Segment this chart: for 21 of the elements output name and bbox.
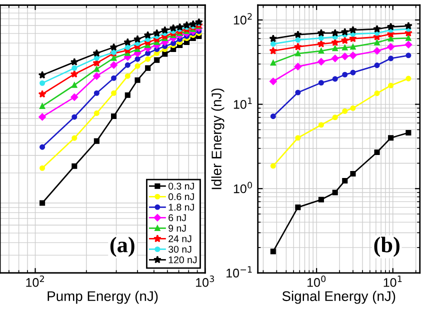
legend-label: 0.6 nJ (168, 193, 194, 200)
legend-label: 1.8 nJ (168, 204, 194, 211)
legend-label: 30 nJ (168, 246, 192, 253)
legend-label: 6 nJ (168, 214, 186, 222)
y-tick-label: 10$^{−1}$ (226, 266, 252, 278)
legend-label: 0.3 nJ (168, 182, 194, 190)
annotation: (a) (110, 236, 134, 257)
y-tick-label: 10$^{2}$ (234, 13, 252, 25)
legend-label: 24 nJ (168, 235, 192, 242)
y-tick-label: 10$^{1}$ (234, 98, 252, 109)
annotation: (b) (374, 236, 400, 257)
x-tick-label: 10$^{1}$ (384, 276, 402, 287)
legend-label: 9 nJ (168, 224, 186, 232)
x-tick-label: 10$^{2}$ (26, 276, 44, 287)
x-axis-title: Signal Energy (nJ) (282, 290, 396, 304)
legend-label: 120 nJ (168, 256, 197, 264)
x-tick-label: 10$^{3}$ (196, 276, 214, 287)
x-axis-title: Pump Energy (nJ) (48, 290, 158, 304)
y-tick-label: 10$^{0}$ (234, 182, 252, 194)
x-tick-label: 10$^{0}$ (308, 276, 326, 287)
y-axis-title: Idler Energy (nJ) (211, 88, 224, 190)
